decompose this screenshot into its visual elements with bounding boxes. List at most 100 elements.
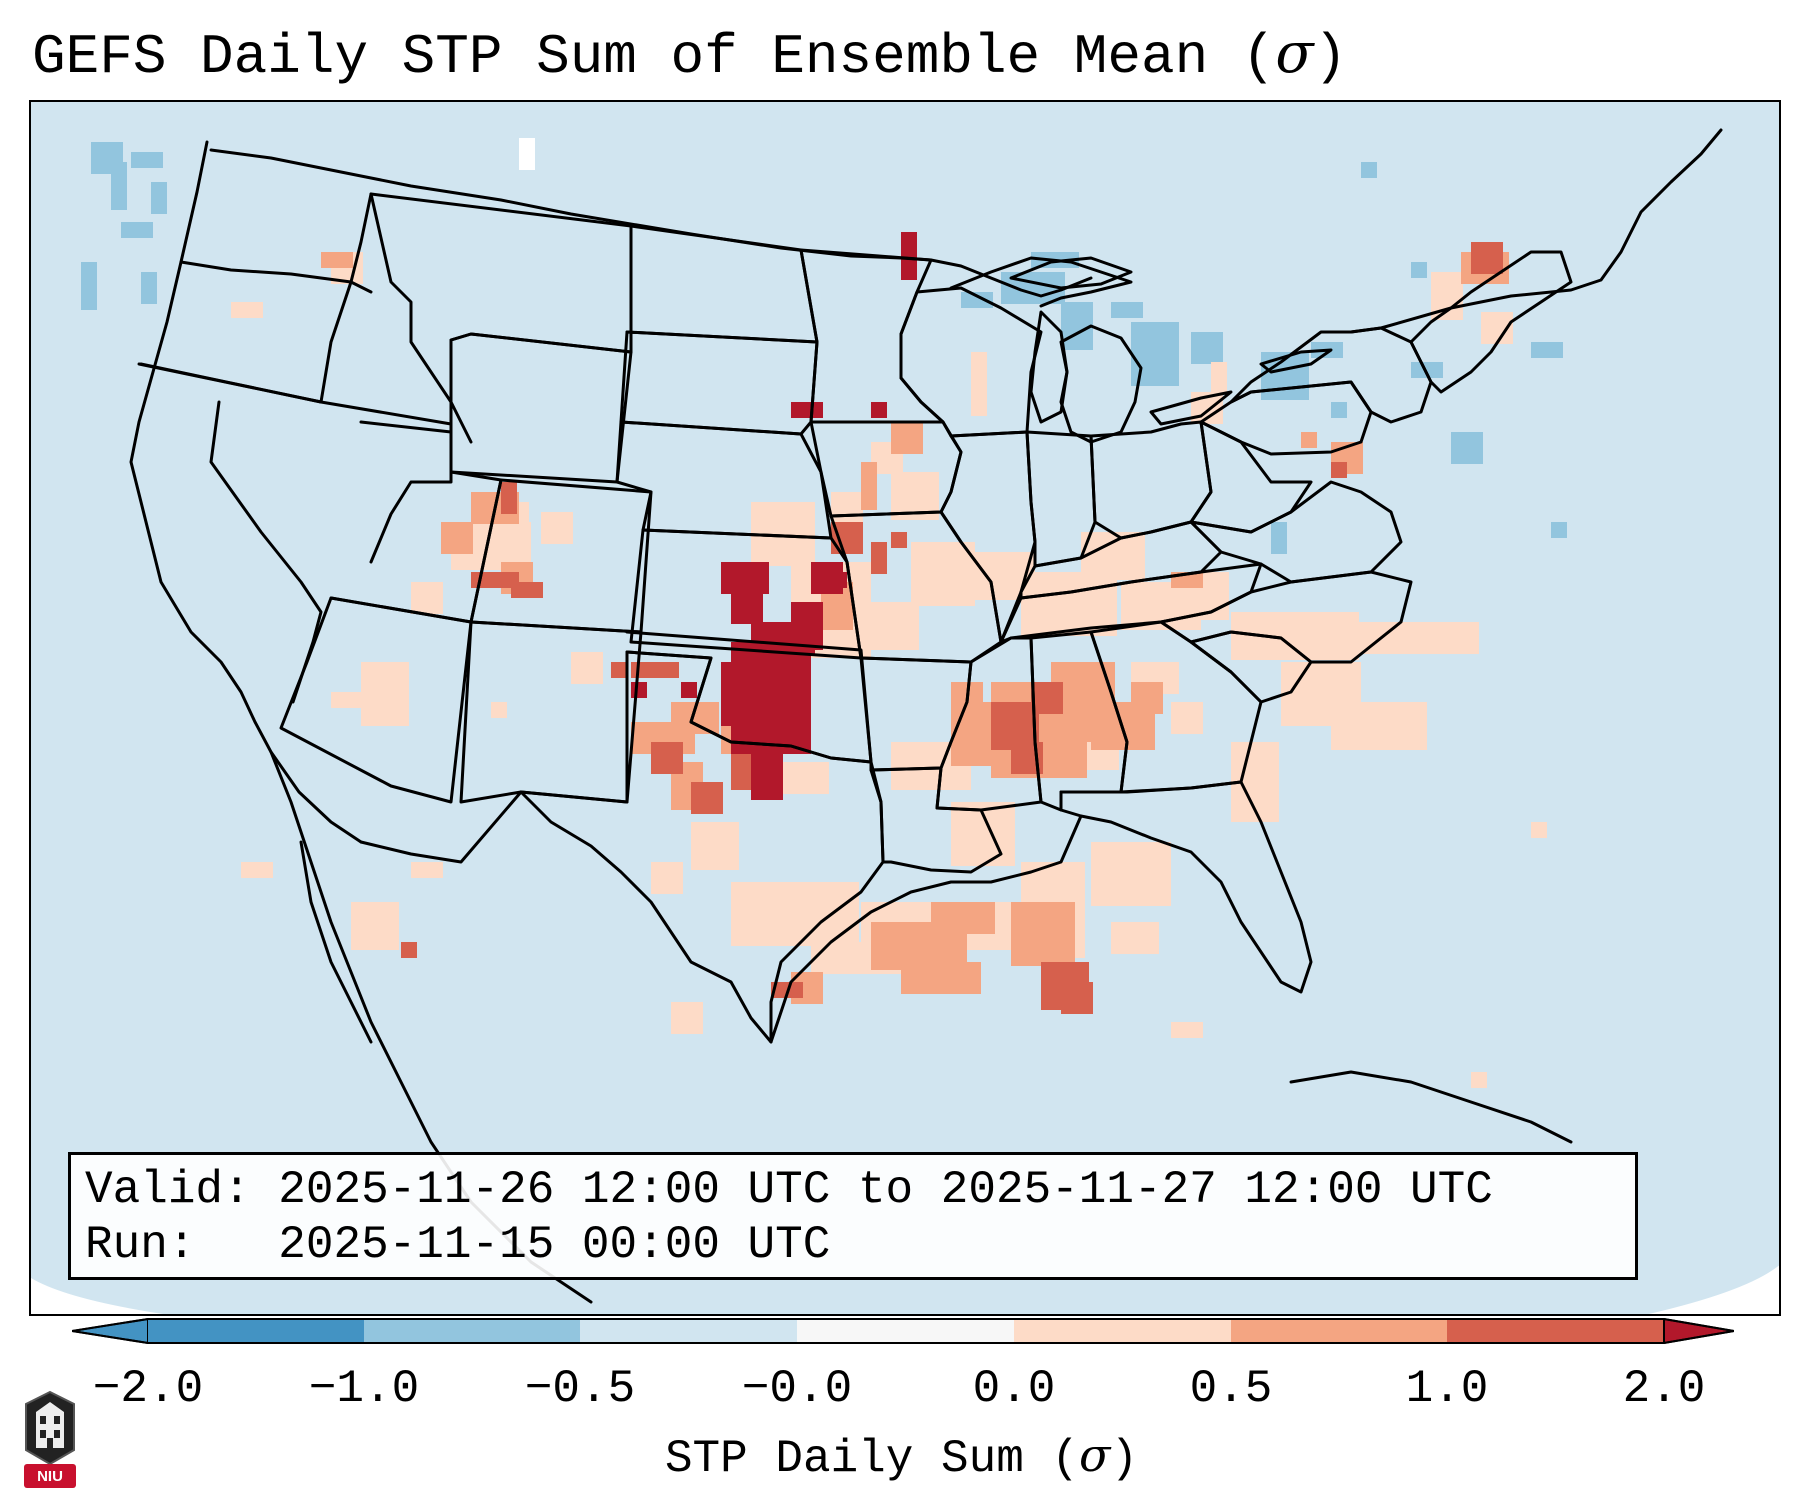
stp-cell bbox=[1001, 288, 1017, 304]
stp-cell bbox=[907, 438, 923, 454]
stp-cell bbox=[1293, 368, 1309, 384]
stp-cell bbox=[1041, 962, 1057, 978]
stp-cell bbox=[557, 528, 573, 544]
stp-cell bbox=[737, 710, 753, 726]
stp-cell bbox=[1101, 588, 1117, 604]
stp-cell bbox=[791, 578, 807, 594]
colorbar-bin bbox=[797, 1319, 1014, 1343]
stp-cell bbox=[1279, 612, 1295, 628]
stp-cell bbox=[1197, 588, 1213, 604]
stp-cell bbox=[1055, 762, 1071, 778]
stp-cell bbox=[1121, 582, 1137, 598]
stp-cell bbox=[779, 674, 795, 690]
stp-cell bbox=[1111, 938, 1127, 954]
stp-cell bbox=[383, 902, 399, 918]
stp-cell bbox=[763, 690, 779, 706]
stp-cell bbox=[923, 758, 939, 774]
stp-cell bbox=[871, 402, 887, 418]
stp-cell bbox=[1487, 242, 1503, 258]
stp-cell bbox=[1447, 622, 1463, 638]
stp-cell bbox=[1123, 890, 1139, 906]
stp-cell bbox=[903, 634, 919, 650]
stp-cell bbox=[955, 774, 971, 790]
colorbar-bin bbox=[1014, 1319, 1231, 1343]
stp-cell bbox=[1263, 758, 1279, 774]
stp-cell bbox=[1311, 644, 1327, 660]
stp-cell bbox=[871, 922, 887, 938]
stp-cell bbox=[1497, 328, 1513, 344]
stp-cell bbox=[1331, 734, 1347, 750]
stp-cell bbox=[1551, 522, 1567, 538]
stp-cell bbox=[795, 690, 811, 706]
stp-cell bbox=[491, 702, 507, 718]
stp-cell bbox=[1263, 790, 1279, 806]
stp-cell bbox=[651, 878, 667, 894]
stp-cell bbox=[797, 778, 813, 794]
colorbar-tick: −2.0 bbox=[92, 1363, 204, 1415]
stp-cell bbox=[731, 930, 747, 946]
fl-border bbox=[1059, 780, 1313, 994]
stp-cell bbox=[991, 734, 1007, 750]
stp-cell bbox=[763, 674, 779, 690]
stp-cell bbox=[973, 934, 989, 950]
stp-cell bbox=[691, 822, 707, 838]
stp-cell bbox=[1347, 458, 1363, 474]
stp-cell bbox=[999, 818, 1015, 834]
baja bbox=[299, 840, 373, 1044]
stp-cell bbox=[1067, 678, 1083, 694]
stp-cell bbox=[691, 854, 707, 870]
stp-cell bbox=[1067, 662, 1083, 678]
stp-cell bbox=[667, 862, 683, 878]
stp-cell bbox=[887, 954, 903, 970]
stp-cell bbox=[967, 850, 983, 866]
stp-cell bbox=[1277, 384, 1293, 400]
stp-cell bbox=[1031, 682, 1047, 698]
stp-cell bbox=[847, 538, 863, 554]
colorbar-bin bbox=[364, 1319, 580, 1343]
stp-cell bbox=[587, 652, 603, 668]
stp-cell bbox=[1113, 564, 1129, 580]
stp-cell bbox=[781, 762, 797, 778]
colorbar-ticks: −2.0 −1.0 −0.5 −0.0 0.0 0.5 1.0 2.0 bbox=[0, 1362, 1803, 1422]
stp-cell bbox=[687, 1018, 703, 1034]
stp-cell bbox=[1107, 874, 1123, 890]
stp-cell bbox=[1027, 950, 1043, 966]
stp-cell bbox=[1327, 628, 1343, 644]
stp-cell bbox=[393, 710, 409, 726]
stp-cell bbox=[1011, 934, 1027, 950]
stp-cell bbox=[671, 718, 687, 734]
stp-cell bbox=[949, 962, 965, 978]
stp-cell bbox=[393, 678, 409, 694]
stp-cell bbox=[903, 618, 919, 634]
stp-cell bbox=[1061, 334, 1077, 350]
stp-cell bbox=[1171, 702, 1187, 718]
state-boundaries bbox=[129, 128, 1723, 1304]
stp-cell bbox=[751, 784, 767, 800]
stp-cell bbox=[557, 512, 573, 528]
stp-cell bbox=[1041, 994, 1057, 1010]
stp-cell bbox=[527, 582, 543, 598]
lake-michigan bbox=[1029, 310, 1069, 424]
stp-cell bbox=[831, 572, 847, 588]
stp-cell bbox=[1091, 858, 1107, 874]
stp-cell bbox=[911, 542, 927, 558]
wa-id-border bbox=[349, 192, 373, 284]
map-panel[interactable]: Valid: 2025-11-26 12:00 UTC to 2025-11-2… bbox=[29, 100, 1781, 1316]
stp-cell bbox=[1091, 890, 1107, 906]
stp-cell bbox=[723, 822, 739, 838]
stp-cell bbox=[1187, 702, 1203, 718]
stp-cell bbox=[141, 272, 157, 288]
stp-cell bbox=[667, 742, 683, 758]
stp-cell bbox=[1247, 644, 1263, 660]
stp-cell bbox=[891, 758, 907, 774]
stp-cell bbox=[1037, 572, 1053, 588]
stp-cell bbox=[935, 938, 951, 954]
stp-cell bbox=[1069, 878, 1085, 894]
stp-cell bbox=[467, 554, 483, 570]
stp-cell bbox=[891, 532, 907, 548]
stp-cell bbox=[1027, 758, 1043, 774]
stp-cell bbox=[681, 682, 697, 698]
stp-cell bbox=[891, 742, 907, 758]
stp-cell bbox=[611, 662, 627, 678]
stp-cell bbox=[1447, 638, 1463, 654]
